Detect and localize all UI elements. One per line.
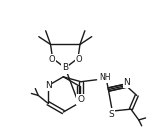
Text: O: O — [48, 55, 55, 64]
Text: O: O — [77, 95, 84, 104]
Text: B: B — [62, 64, 68, 72]
Text: S: S — [108, 109, 114, 119]
Text: N: N — [45, 81, 51, 90]
Text: NH: NH — [100, 73, 111, 82]
Text: N: N — [124, 78, 130, 87]
Text: O: O — [76, 55, 82, 64]
